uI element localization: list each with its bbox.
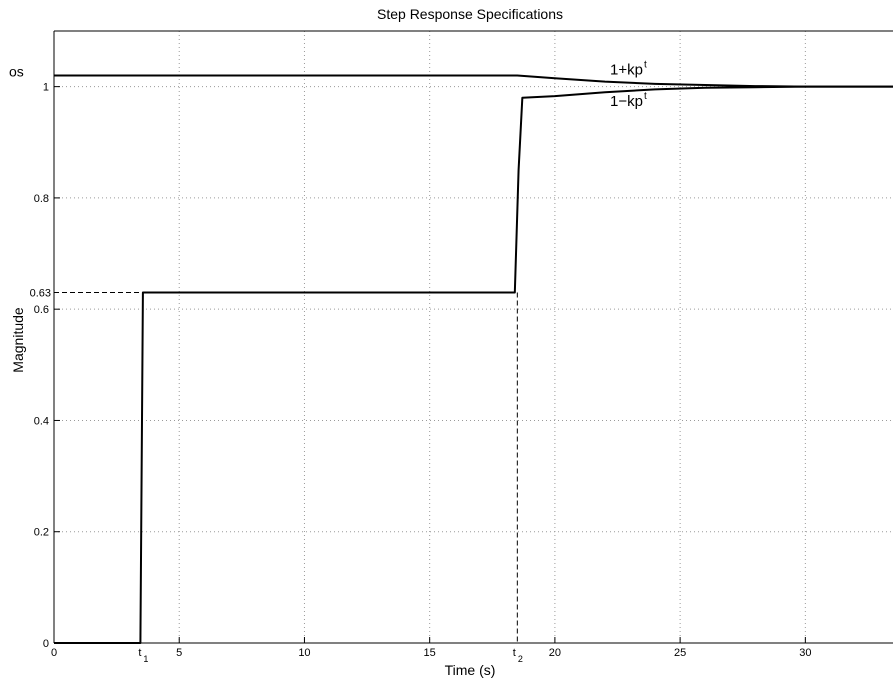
chart-title: Step Response Specifications [377, 6, 563, 22]
y-tick-label: 0.8 [34, 193, 49, 205]
series-lines [54, 74, 893, 644]
curve-annotations: 1+kp t1−kp t [610, 59, 647, 110]
t2-tick-base: t [513, 647, 516, 659]
annotation-base: 1+kp [610, 61, 643, 78]
x-tick-label: 10 [298, 647, 310, 659]
y-tick-label: 0 [43, 638, 49, 650]
y-tick-label: 0.4 [34, 415, 49, 427]
x-tick-label: 25 [674, 647, 686, 659]
y-tick-label: 0.6 [34, 304, 49, 316]
x-tick-label: 5 [176, 647, 182, 659]
y-tick-label: 0.2 [34, 527, 49, 539]
annotation-base: 1−kp [610, 93, 643, 110]
reference-lines [54, 291, 518, 643]
x-tick-label: 30 [799, 647, 811, 659]
x-tick-label: 15 [424, 647, 436, 659]
curve-annotation-1: 1+kp t [610, 59, 647, 78]
t2-tick-sub: 2 [518, 654, 523, 664]
curve-annotation-2: 1−kp t [610, 91, 647, 110]
t1-tick-sub: 1 [143, 654, 148, 664]
series-line-2 [54, 74, 893, 88]
axes [53, 30, 893, 644]
x-tick-label: 20 [549, 647, 561, 659]
y-tick-label: 1 [43, 82, 49, 94]
t1-tick-base: t [138, 647, 141, 659]
x-axis-label: Time (s) [445, 662, 496, 678]
grid-lines [54, 31, 893, 643]
level-tick-label: 0.63 [30, 287, 51, 299]
series-line-1 [54, 85, 893, 644]
annotation-sup: t [644, 91, 647, 102]
os-tick-label: os [9, 64, 24, 80]
y-axis-label: Magnitude [10, 307, 26, 373]
annotation-sup: t [644, 59, 647, 70]
x-tick-label: 0 [51, 647, 57, 659]
